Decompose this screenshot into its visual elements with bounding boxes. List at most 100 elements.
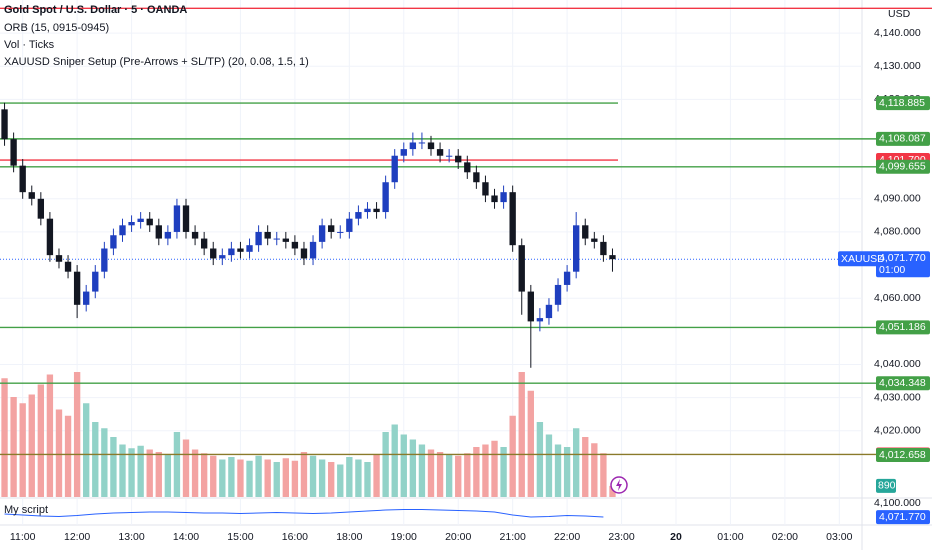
y-tick-label: 4,090.000 [874, 193, 921, 205]
volume-bar [355, 459, 362, 497]
candle-body [228, 248, 235, 256]
volume-bar [164, 454, 172, 497]
candle-body [282, 238, 289, 242]
volume-bar [573, 428, 580, 497]
candle-body [64, 261, 72, 272]
volume-bar [155, 452, 162, 497]
x-tick-label: 19:00 [391, 531, 417, 543]
level-label: 4,051.186 [879, 321, 926, 333]
x-tick-label: 13:00 [118, 531, 144, 543]
indicator-label: Vol · Ticks [4, 39, 55, 51]
candle-body [328, 225, 335, 232]
volume-bar [237, 459, 244, 497]
x-tick-label: 21:00 [500, 531, 526, 543]
candle-body [554, 284, 562, 305]
candle-body [600, 241, 607, 256]
volume-bar [482, 444, 489, 497]
candle-body [173, 205, 181, 232]
candle-body [582, 225, 589, 239]
volume-bar [282, 458, 289, 497]
volume-bar [146, 449, 153, 497]
volume-label-box [876, 478, 896, 493]
price-label: 4,071.770 [879, 252, 926, 264]
volume-bar [609, 485, 616, 497]
y-tick-label: 4,040.000 [874, 358, 921, 370]
volume-bar [436, 452, 444, 497]
pane-last-label: 4,071.770 [879, 511, 926, 523]
candle-body [436, 149, 444, 156]
volume-bar [73, 372, 81, 497]
alert-icon[interactable] [610, 476, 628, 494]
volume-bar [182, 439, 190, 497]
volume-bar [455, 455, 462, 497]
y-tick-label: 4,080.000 [874, 226, 921, 238]
currency-label: USD [888, 8, 911, 20]
volume-bar [582, 437, 589, 497]
volume-bar [10, 397, 17, 497]
candle-body [309, 241, 317, 259]
volume-bar [55, 409, 63, 497]
candle-body [146, 218, 153, 226]
candle-body [400, 149, 407, 156]
indicator-label: XAUUSD Sniper Setup (Pre-Arrows + SL/TP)… [4, 56, 309, 68]
level-label-box [876, 448, 930, 463]
candle-body [1, 109, 8, 140]
candle-body [110, 235, 117, 249]
candle-body [300, 248, 308, 259]
volume-bar [400, 434, 407, 497]
y-tick-label: 4,060.000 [874, 292, 921, 304]
level-label: 4,118.885 [879, 97, 925, 109]
volume-bar [273, 462, 280, 497]
candle-body [92, 271, 99, 292]
candle-body [563, 271, 571, 285]
level-label-box [876, 320, 930, 335]
candle-body [264, 231, 271, 239]
candle-body [445, 155, 453, 157]
candle-body [83, 291, 90, 305]
candle-body [28, 192, 35, 199]
candle-body [418, 142, 426, 144]
volume-bar [518, 372, 525, 497]
candle-body [101, 248, 108, 272]
candle-body [210, 248, 217, 259]
candle-body [155, 225, 162, 239]
volume-bar [445, 454, 453, 497]
candle-body [518, 245, 525, 292]
pane-tick-label: 4,100.000 [874, 497, 921, 509]
volume-bar [128, 448, 135, 497]
volume-bar [364, 462, 371, 497]
volume-bar [373, 454, 380, 497]
candle-body [364, 208, 371, 213]
candle-body [464, 162, 471, 173]
candle-body [318, 225, 326, 242]
volume-bar [427, 449, 435, 497]
volume-bar [110, 437, 117, 497]
candle-body [255, 231, 262, 246]
volume-bar [473, 447, 480, 497]
volume-bar [391, 424, 398, 497]
x-tick-label: 01:00 [717, 531, 743, 543]
candle-body [355, 212, 362, 219]
x-tick-label: 16:00 [282, 531, 308, 543]
x-tick-label: 20:00 [445, 531, 471, 543]
level-label-box [876, 131, 930, 146]
candle-body [346, 218, 353, 232]
x-tick-label: 20 [670, 531, 682, 543]
level-label-box [876, 159, 930, 174]
volume-bar [491, 440, 498, 497]
volume-bar [37, 384, 45, 497]
volume-bar [119, 444, 126, 497]
candle-body [128, 221, 135, 226]
pane-last-box [876, 510, 930, 525]
volume-bar [264, 459, 271, 497]
candle-body [237, 248, 244, 252]
countdown: 01:00 [879, 264, 905, 276]
candle-body [291, 241, 299, 249]
volume-bar [554, 444, 562, 497]
level-label: 4,012.658 [879, 449, 926, 461]
volume-bar [246, 460, 253, 497]
candle-body [19, 165, 26, 193]
volume-bar [309, 455, 317, 497]
volume-bar [328, 462, 335, 497]
level-label: 4,108.087 [879, 133, 926, 145]
